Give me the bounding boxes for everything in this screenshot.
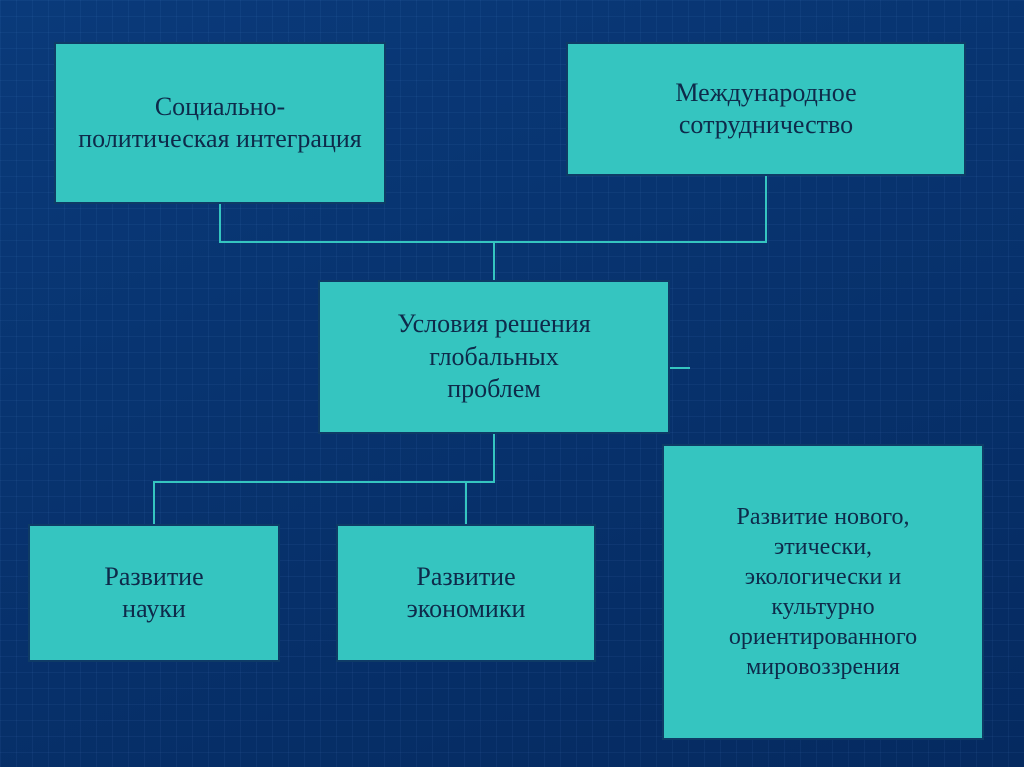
node-center: Условия решенияглобальныхпроблем [318, 280, 670, 434]
node-top-left: Социально-политическая интеграция [54, 42, 386, 204]
edge-top-right-to-center [494, 176, 766, 280]
edge-center-to-bot-left [154, 434, 494, 524]
node-label: Международноесотрудничество [675, 77, 856, 142]
node-label: Развитиеэкономики [407, 561, 526, 626]
edge-top-left-to-center [220, 204, 494, 280]
diagram-canvas: Социально-политическая интеграция Междуна… [0, 0, 1024, 767]
node-bot-left: Развитиенауки [28, 524, 280, 662]
edge-center-to-bot-mid [466, 434, 494, 524]
node-top-right: Международноесотрудничество [566, 42, 966, 176]
node-label: Социально-политическая интеграция [78, 91, 362, 156]
node-label: Развитие нового,этически,экологически ик… [729, 502, 917, 682]
node-bot-mid: Развитиеэкономики [336, 524, 596, 662]
node-bot-right: Развитие нового,этически,экологически ик… [662, 444, 984, 740]
node-label: Развитиенауки [104, 561, 203, 626]
node-label: Условия решенияглобальныхпроблем [397, 308, 590, 406]
